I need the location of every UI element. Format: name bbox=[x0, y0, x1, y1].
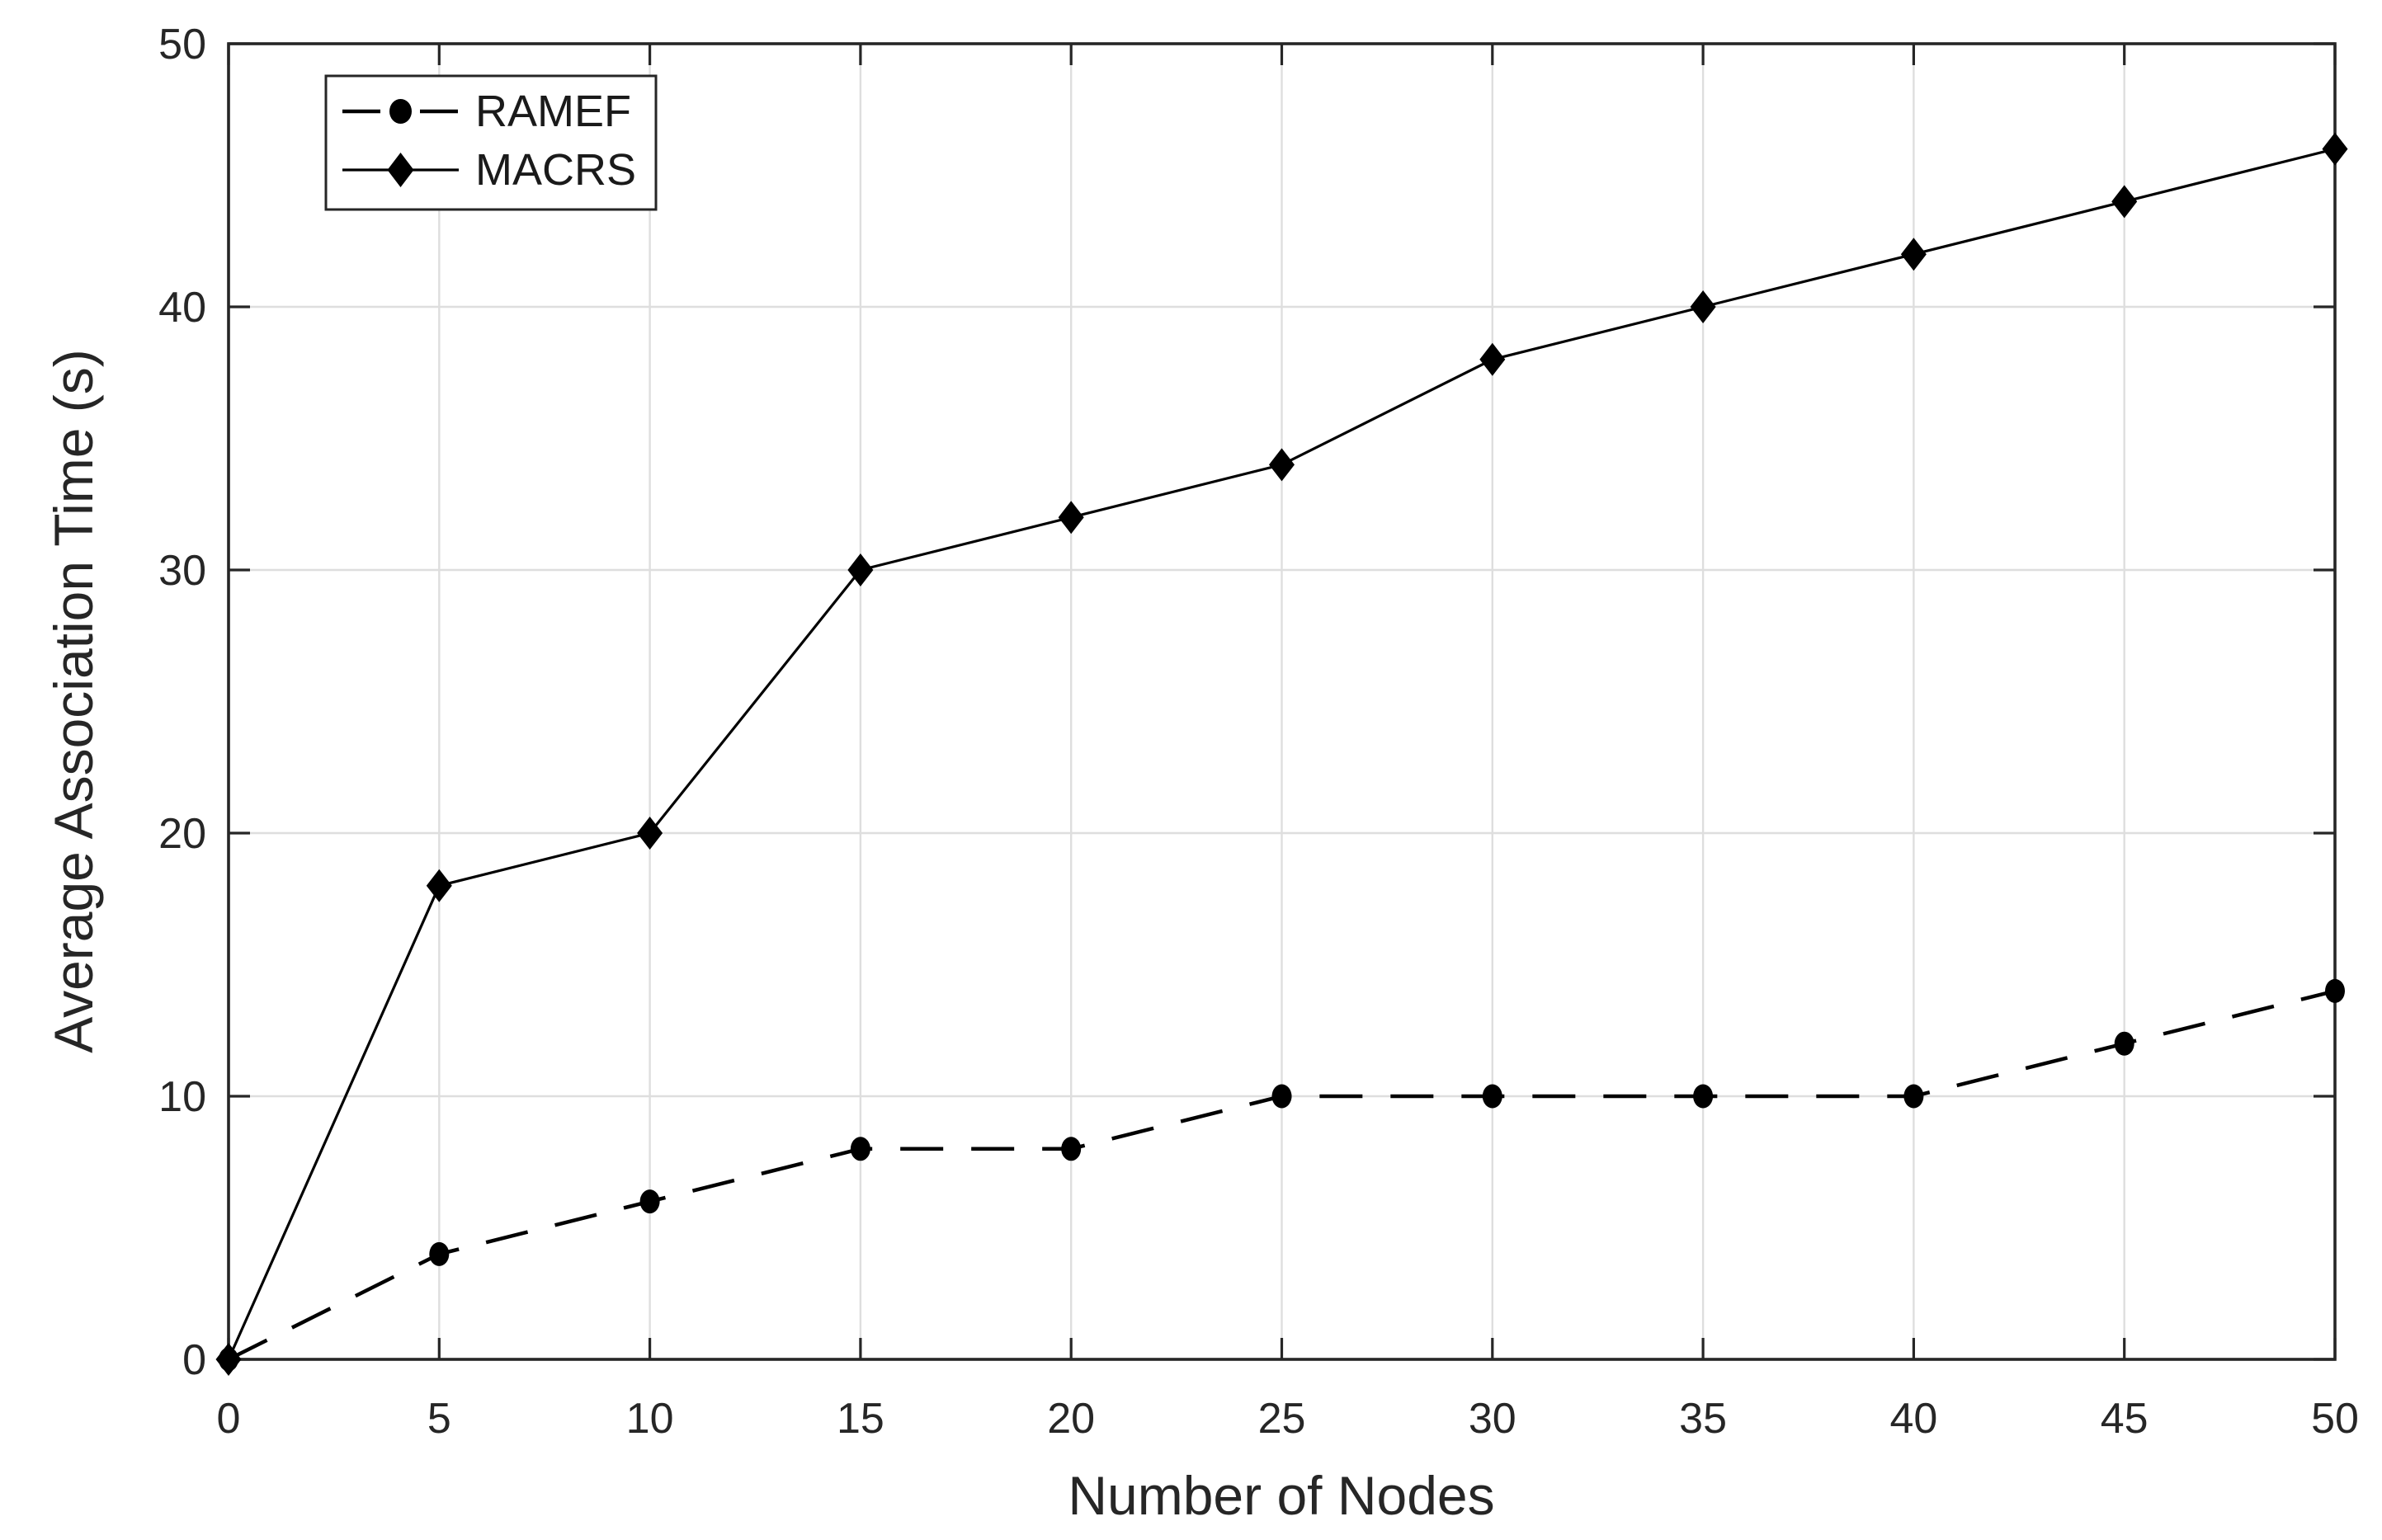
tick-label-layer: 0 5 10 15 20 25 30 35 40 45 50 0 10 20 30 40 50 bbox=[158, 21, 2359, 1443]
x-tick-label: 10 bbox=[626, 1395, 674, 1443]
marker-circle-ramef bbox=[1271, 1084, 1292, 1109]
x-tick-label: 50 bbox=[2311, 1395, 2359, 1443]
marker-diamond-macrs bbox=[1058, 501, 1084, 535]
marker-circle-ramef bbox=[1903, 1084, 1924, 1109]
marker-diamond-macrs bbox=[1269, 448, 1295, 482]
legend-item-macrs: MACRS bbox=[342, 145, 636, 195]
marker-diamond-macrs bbox=[2111, 185, 2138, 219]
x-tick-label: 15 bbox=[837, 1395, 884, 1443]
marker-diamond-macrs bbox=[1690, 290, 1716, 323]
x-tick-label: 30 bbox=[1469, 1395, 1516, 1443]
legend-marker-diamond bbox=[387, 153, 414, 187]
y-axis-label: Average Association Time (s) bbox=[43, 349, 104, 1053]
x-tick-label: 35 bbox=[1679, 1395, 1727, 1443]
marker-circle-ramef bbox=[429, 1241, 450, 1266]
marker-circle-ramef bbox=[1693, 1084, 1714, 1109]
x-tick-label: 25 bbox=[1258, 1395, 1306, 1443]
legend: RAMEF MACRS bbox=[324, 74, 658, 211]
marker-circle-ramef bbox=[1482, 1084, 1502, 1109]
legend-marker-circle bbox=[389, 99, 412, 124]
y-tick-label: 30 bbox=[158, 547, 206, 595]
marker-diamond-macrs bbox=[2322, 132, 2348, 166]
marker-circle-ramef bbox=[1061, 1137, 1082, 1161]
marker-diamond-macrs bbox=[637, 817, 663, 850]
x-tick-label: 5 bbox=[427, 1395, 451, 1443]
legend-box bbox=[324, 74, 658, 211]
y-tick-label: 50 bbox=[158, 21, 206, 68]
y-tick-label: 40 bbox=[158, 284, 206, 332]
marker-circle-ramef bbox=[2325, 978, 2345, 1003]
marker-circle-ramef bbox=[850, 1137, 870, 1161]
marker-diamond-macrs bbox=[426, 869, 452, 902]
marker-diamond-macrs bbox=[1479, 342, 1506, 376]
axes-layer bbox=[227, 42, 2337, 1361]
legend-item-ramef: RAMEF bbox=[342, 87, 631, 136]
x-tick-label: 45 bbox=[2101, 1395, 2149, 1443]
y-tick-label: 0 bbox=[182, 1336, 206, 1384]
marker-circle-ramef bbox=[639, 1189, 660, 1214]
y-tick-label: 20 bbox=[158, 810, 206, 858]
y-tick-label: 10 bbox=[158, 1073, 206, 1121]
legend-label: MACRS bbox=[475, 145, 636, 195]
legend-label: RAMEF bbox=[475, 87, 631, 136]
x-axis-label: Number of Nodes bbox=[1068, 1465, 1494, 1526]
marker-diamond-macrs bbox=[1900, 238, 1927, 271]
series-layer bbox=[215, 132, 2348, 1376]
x-tick-label: 40 bbox=[1889, 1395, 1937, 1443]
grid-layer bbox=[229, 44, 2335, 1359]
x-tick-label: 0 bbox=[217, 1395, 241, 1443]
marker-diamond-macrs bbox=[847, 553, 874, 586]
marker-diamond-macrs bbox=[215, 1343, 242, 1376]
marker-circle-ramef bbox=[2114, 1031, 2134, 1056]
x-tick-label: 20 bbox=[1047, 1395, 1095, 1443]
